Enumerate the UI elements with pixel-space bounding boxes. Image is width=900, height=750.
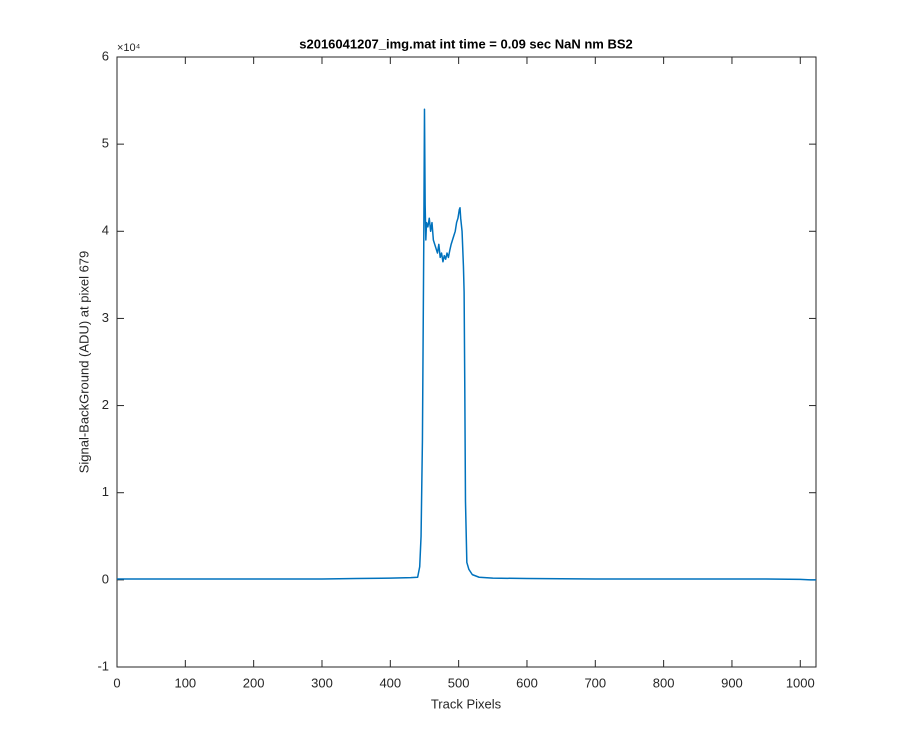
plot-box bbox=[116, 56, 817, 668]
x-tick-label: 900 bbox=[721, 675, 743, 690]
x-tick-label: 500 bbox=[448, 675, 470, 690]
y-axis-label: Signal-BackGround (ADU) at pixel 679 bbox=[76, 251, 91, 474]
x-tick-label: 1000 bbox=[786, 675, 815, 690]
x-tick-label: 600 bbox=[516, 675, 538, 690]
x-axis-label: Track Pixels bbox=[431, 696, 502, 711]
data-line bbox=[117, 108, 816, 581]
y-tick-label: 6 bbox=[102, 48, 109, 63]
x-tick-label: 700 bbox=[584, 675, 606, 690]
x-tick-label: 100 bbox=[174, 675, 196, 690]
y-tick-label: 4 bbox=[102, 223, 109, 238]
x-tick-label: 200 bbox=[243, 675, 265, 690]
y-tick-label: 5 bbox=[102, 136, 109, 151]
y-exponent-label: ×10⁴ bbox=[117, 42, 141, 54]
y-tick-label: 1 bbox=[102, 484, 109, 499]
chart-title: s2016041207_img.mat int time = 0.09 sec … bbox=[299, 36, 633, 51]
x-tick-label: 400 bbox=[379, 675, 401, 690]
x-tick-label: 800 bbox=[653, 675, 675, 690]
y-tick-label: 2 bbox=[102, 397, 109, 412]
y-tick-label: 0 bbox=[102, 571, 109, 586]
y-tick-label: 3 bbox=[102, 310, 109, 325]
x-tick-label: 300 bbox=[311, 675, 333, 690]
y-tick-label: -1 bbox=[97, 658, 109, 673]
x-tick-label: 0 bbox=[113, 675, 120, 690]
